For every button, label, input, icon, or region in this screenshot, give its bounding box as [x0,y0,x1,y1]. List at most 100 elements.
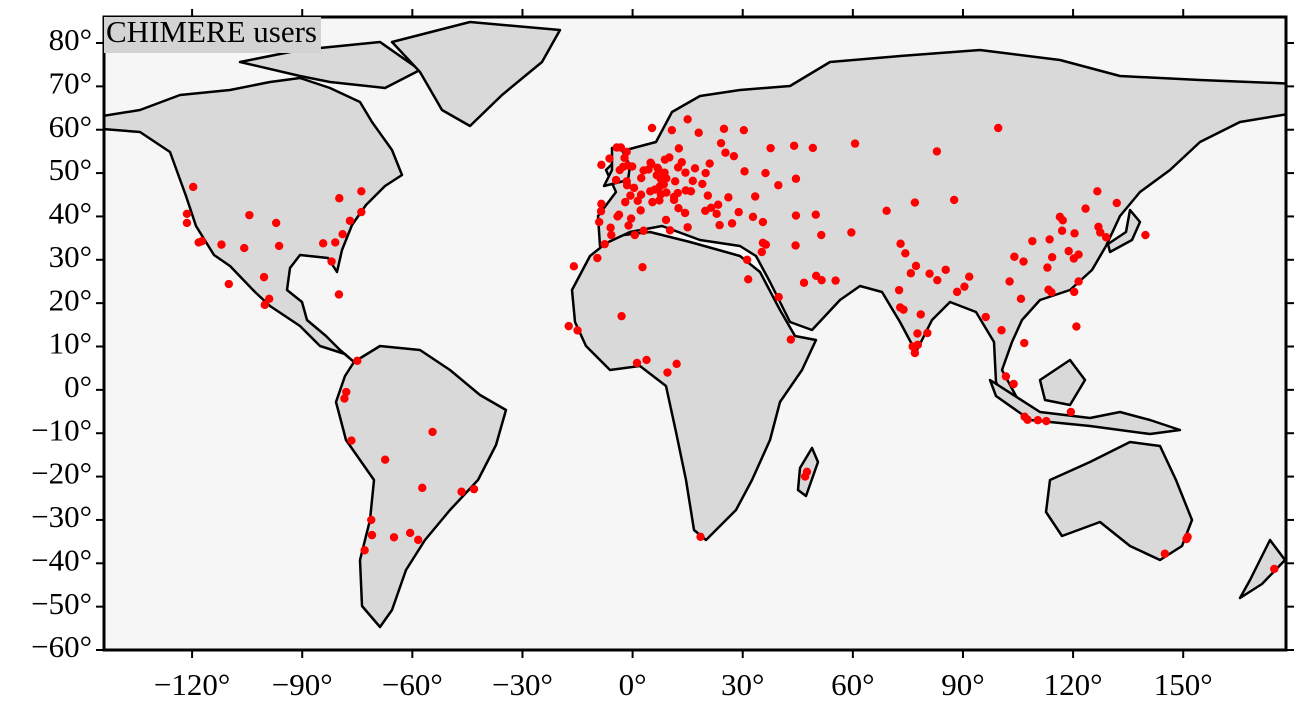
user-point [345,216,355,225]
user-point [913,329,922,338]
user-point [624,221,633,230]
new-zealand [1238,538,1286,600]
user-point [428,427,437,437]
user-point [648,197,657,207]
title-box [104,17,321,53]
y-tick-label: 40° [49,196,92,231]
user-point [811,210,820,219]
user-point [414,535,423,545]
user-point [217,240,226,249]
user-point [681,168,690,177]
x-tick-label: 90° [941,667,984,702]
user-point [1045,235,1054,244]
user-point [952,287,962,297]
user-point [573,326,582,335]
y-tick-label: 20° [49,282,92,317]
user-point [774,181,783,190]
user-point [600,239,609,249]
user-point [672,359,681,369]
user-point [340,394,349,403]
user-point [789,141,799,150]
y-tick-label: 70° [49,65,92,100]
user-point [882,206,891,216]
user-point [1020,338,1029,348]
user-point [564,321,573,331]
user-point [264,294,274,304]
frame [102,15,1288,652]
user-point [847,228,856,237]
user-point [194,238,203,247]
user-point [808,143,818,153]
user-point [1069,254,1079,263]
user-point [1141,230,1150,240]
user-point [569,262,579,271]
user-point [647,159,656,169]
north-america [104,76,404,364]
user-point [910,348,920,358]
user-point [941,265,950,274]
x-tick-label: 0° [619,667,647,702]
x-tick-label: 60° [831,667,874,702]
user-point [791,241,800,250]
user-point [932,147,942,156]
user-point [182,209,192,219]
user-point [786,335,796,344]
user-point [896,239,905,248]
user-point [656,190,666,199]
map-title: CHIMERE users [106,14,317,49]
user-point [367,530,377,540]
user-point [632,358,642,368]
user-point [667,125,677,135]
user-point [1064,246,1073,256]
user-point [663,368,672,377]
user-point [597,199,606,209]
y-tick-label: 30° [49,239,92,274]
y-tick-label: −10° [31,412,92,447]
user-point [729,151,739,161]
user-point [712,209,721,219]
y-tick-label: 10° [49,326,92,361]
user-point [1096,228,1105,237]
user-point [1028,236,1037,246]
user-point [182,218,192,228]
user-point [1093,187,1102,196]
x-tick-label: −90° [272,667,333,702]
user-point [612,143,622,152]
user-point [334,290,344,299]
user-point [606,223,615,232]
user-point [817,230,826,240]
user-point [727,219,737,228]
user-point [605,154,614,163]
user-point [652,171,662,180]
user-point [740,167,749,176]
user-point [405,528,415,538]
user-point [774,292,783,302]
user-point [721,148,730,157]
user-point [703,191,713,200]
user-point [742,255,752,264]
user-point [850,139,860,148]
user-point [594,217,604,227]
user-point [694,128,703,137]
y-tick-label: −60° [31,629,92,664]
user-point [647,123,657,133]
africa [570,230,818,542]
user-point [933,275,942,285]
user-point [630,230,639,240]
user-point [1057,226,1067,235]
user-point [611,175,621,185]
user-point [613,212,622,221]
user-point [916,310,925,319]
x-tick-label: 120° [1044,667,1103,702]
user-point [831,276,840,285]
user-point [716,138,726,148]
user-point [380,455,390,464]
user-point [1047,288,1056,297]
user-point [189,182,198,192]
y-tick-label: −40° [31,542,92,577]
user-point [910,198,920,207]
user-point [1010,252,1019,261]
user-point [1058,216,1068,225]
user-point [683,115,692,124]
